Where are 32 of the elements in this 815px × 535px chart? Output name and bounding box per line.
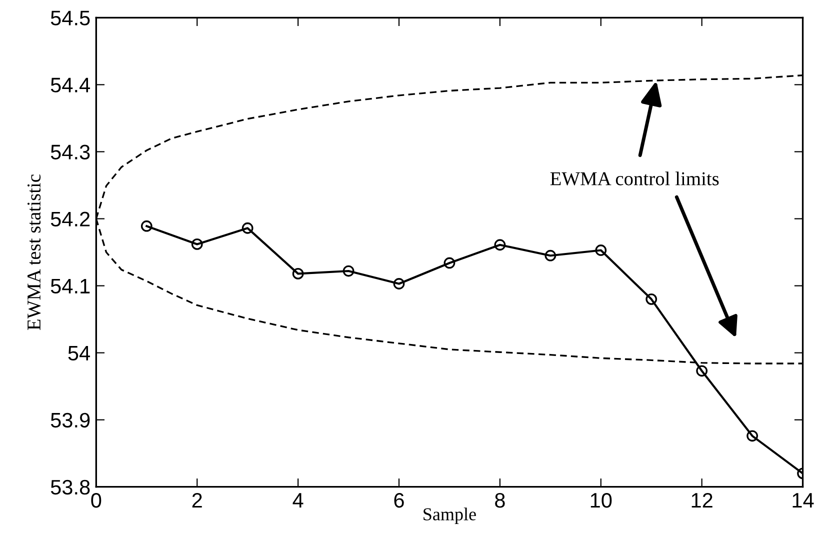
y-tick-label: 54.4 <box>50 78 90 92</box>
x-tick-label: 2 <box>192 492 202 508</box>
y-tick-label: 54.3 <box>50 144 90 160</box>
point <box>342 265 354 277</box>
x-tick-label: 4 <box>292 493 304 508</box>
point <box>393 278 405 290</box>
point <box>494 239 506 251</box>
point <box>595 244 607 256</box>
point <box>292 268 304 280</box>
point <box>544 250 556 262</box>
y-tick-label: 54.1 <box>50 278 90 294</box>
y-tick-label: 53.8 <box>50 480 90 495</box>
annotation: EWMA control limits <box>550 172 719 186</box>
point <box>746 430 758 442</box>
x-tick-label: 10 <box>590 492 612 508</box>
y-tick-label: 53.9 <box>50 412 90 428</box>
point <box>696 365 708 377</box>
y-axis-title: EWMA test statistic <box>28 174 41 330</box>
x-tick-label: 14 <box>792 493 814 508</box>
x-axis-title: Sample <box>424 508 476 524</box>
x-tick-label: 0 <box>91 492 102 508</box>
point <box>191 238 203 250</box>
x-tick-label: 8 <box>495 492 505 508</box>
x-tick-label: 6 <box>394 492 404 508</box>
y-tick-label: 54.5 <box>50 10 90 26</box>
y-tick-label: 54 <box>68 346 90 361</box>
point <box>140 220 152 232</box>
point <box>242 222 254 234</box>
x-tick-label: 12 <box>692 492 712 508</box>
point <box>646 293 658 305</box>
point <box>444 257 456 269</box>
y-tick-label: 54.2 <box>50 212 90 226</box>
